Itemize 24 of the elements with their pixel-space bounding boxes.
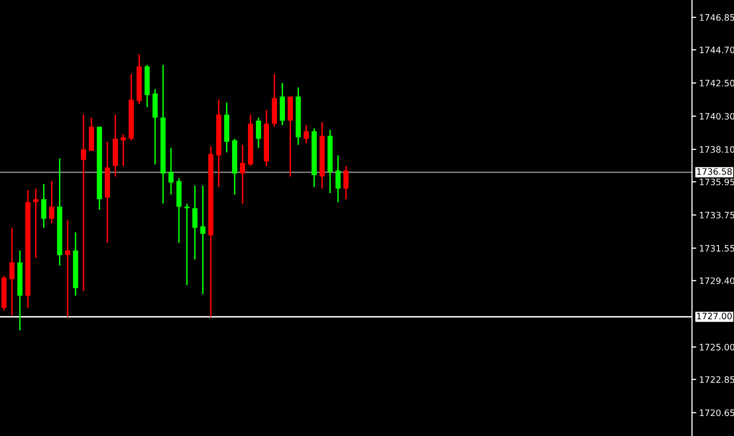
candlestick [184,202,190,286]
y-tick-label: 1731.55 [700,245,734,252]
candlestick [304,124,309,144]
candlestick [80,114,86,292]
candlestick [9,227,15,316]
ref-line-label: 1736.58 [697,168,732,175]
y-tick-label: 1720.65 [700,409,734,416]
candlestick [335,154,341,203]
y-tick-label: 1735.95 [700,178,734,186]
y-tick-label: 1733.75 [700,212,734,218]
candlestick [49,180,54,224]
y-tick-label: 1746.85 [700,14,734,21]
candlestick [65,220,70,318]
candlestick [33,188,38,259]
candlestick [192,184,198,260]
y-tick-label: 1722.85 [700,376,734,383]
candlestick [41,183,46,228]
candlestick [256,116,262,149]
ref-line-label: 1727.00 [697,312,732,320]
candlestick [168,147,174,196]
candlestick [120,134,126,167]
candlestick [240,144,246,204]
candlestick [343,165,349,200]
candlestick [200,184,206,295]
